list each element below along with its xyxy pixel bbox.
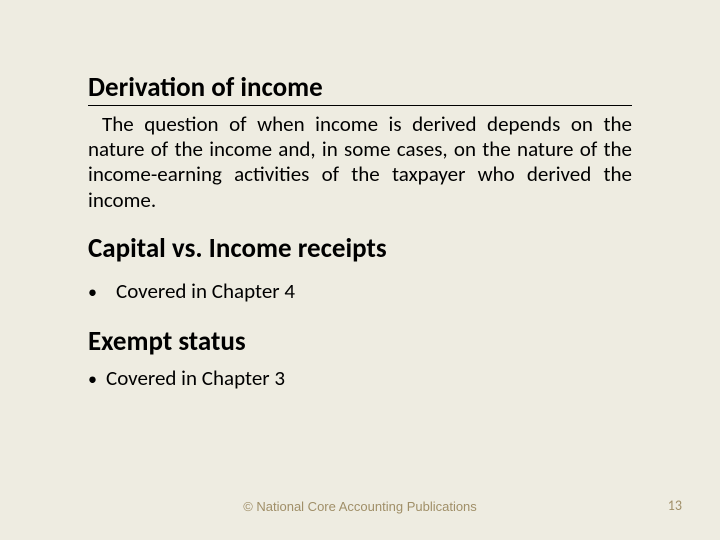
paragraph-derivation: The question of when income is derived d… [88, 112, 632, 213]
heading-derivation-of-income: Derivation of income [88, 72, 632, 106]
heading-capital-vs-income: Capital vs. Income receipts [88, 233, 632, 264]
list-item: • Covered in Chapter 4 [88, 278, 632, 304]
bullet-icon: • [88, 368, 106, 390]
footer-copyright: © National Core Accounting Publications [0, 499, 720, 514]
bullet-text: Covered in Chapter 4 [116, 278, 295, 304]
list-item: • Covered in Chapter 3 [88, 365, 632, 391]
page-number: 13 [668, 497, 682, 514]
bullet-text: Covered in Chapter 3 [106, 365, 285, 391]
bullet-icon: • [88, 281, 116, 303]
heading-exempt-status: Exempt status [88, 326, 632, 357]
